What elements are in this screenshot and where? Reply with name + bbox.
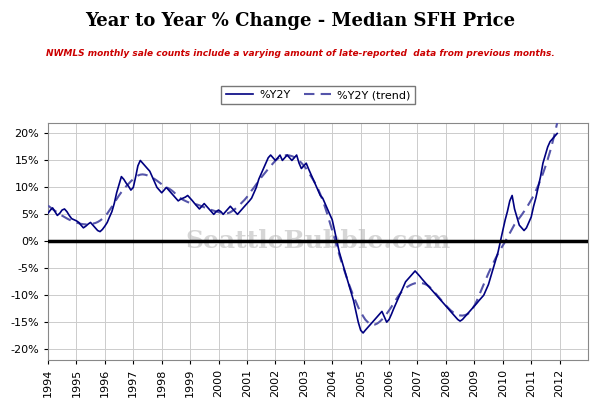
Legend: %Y2Y, %Y2Y (trend): %Y2Y, %Y2Y (trend) — [221, 85, 415, 104]
Text: Year to Year % Change - Median SFH Price: Year to Year % Change - Median SFH Price — [85, 12, 515, 30]
Text: NWMLS monthly sale counts include a varying amount of late-reported  data from p: NWMLS monthly sale counts include a vary… — [46, 49, 554, 58]
Line: %Y2Y (trend): %Y2Y (trend) — [48, 123, 557, 325]
Text: SeattleBubble.com: SeattleBubble.com — [185, 229, 451, 253]
Line: %Y2Y: %Y2Y — [48, 133, 557, 333]
